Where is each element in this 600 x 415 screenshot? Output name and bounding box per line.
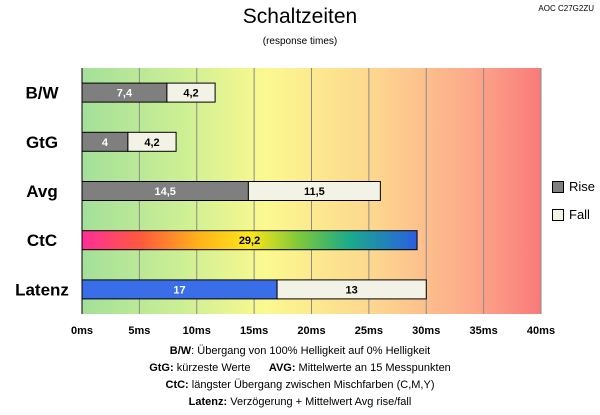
chart-subtitle: (response times) xyxy=(262,36,338,47)
bar-segment xyxy=(276,279,427,300)
bar-segment xyxy=(166,82,216,103)
bar-value-label: 11,5 xyxy=(304,186,325,198)
category-label: CtC xyxy=(27,231,57,250)
category-label: Latenz xyxy=(15,280,69,299)
note-gtg-avg: GtG: kürzeste Werte AVG: Mittelwerte an … xyxy=(149,362,451,374)
bar-value-label: 4 xyxy=(102,137,109,149)
bar-value-label: 13 xyxy=(346,284,358,296)
category-label: B/W xyxy=(25,84,59,103)
x-tick-label: 20ms xyxy=(297,325,325,337)
legend-label-rise: Rise xyxy=(569,179,596,194)
explanation-notes: B/W: Übergang von 100% Helligkeit auf 0%… xyxy=(0,343,600,411)
x-tick-label: 5ms xyxy=(128,325,150,337)
note-ctc: CtC: längster Übergang zwischen Mischfar… xyxy=(165,379,435,391)
x-tick-label: 35ms xyxy=(470,325,498,337)
x-tick-label: 30ms xyxy=(412,325,440,337)
bar-value-label: 29,2 xyxy=(239,235,260,247)
legend-swatch-rise xyxy=(552,180,564,193)
bar-value-label: 7,4 xyxy=(117,88,133,100)
bar-segment xyxy=(81,230,418,251)
legend-label-fall: Fall xyxy=(569,207,590,222)
x-tick-label: 15ms xyxy=(240,325,268,337)
bar-value-label: 14,5 xyxy=(154,186,175,198)
x-tick-label: 10ms xyxy=(183,325,211,337)
bar-value-label: 17 xyxy=(173,284,185,296)
legend-swatch-fall xyxy=(552,208,564,221)
x-tick-label: 25ms xyxy=(355,325,383,337)
legend-item-fall: Fall xyxy=(552,206,595,223)
category-label: GtG xyxy=(26,133,58,152)
bar-segment xyxy=(247,181,381,201)
bar-value-label: 4,2 xyxy=(183,88,198,100)
x-tick-label: 0ms xyxy=(71,325,93,337)
category-label: Avg xyxy=(26,182,58,201)
chart-title: Schaltzeiten xyxy=(242,5,358,28)
x-tick-label: 40ms xyxy=(527,325,555,337)
monitor-tag: AOC C27G2ZU xyxy=(538,4,594,13)
note-bw: B/W: Übergang von 100% Helligkeit auf 0%… xyxy=(169,345,431,357)
bar-segment xyxy=(127,131,177,152)
legend-item-rise: Rise xyxy=(552,178,595,195)
legend: Rise Fall xyxy=(552,178,595,234)
bar-value-label: 4,2 xyxy=(144,137,159,149)
note-latenz: Latenz: Verzögerung + Mittelwert Avg ris… xyxy=(188,396,412,408)
